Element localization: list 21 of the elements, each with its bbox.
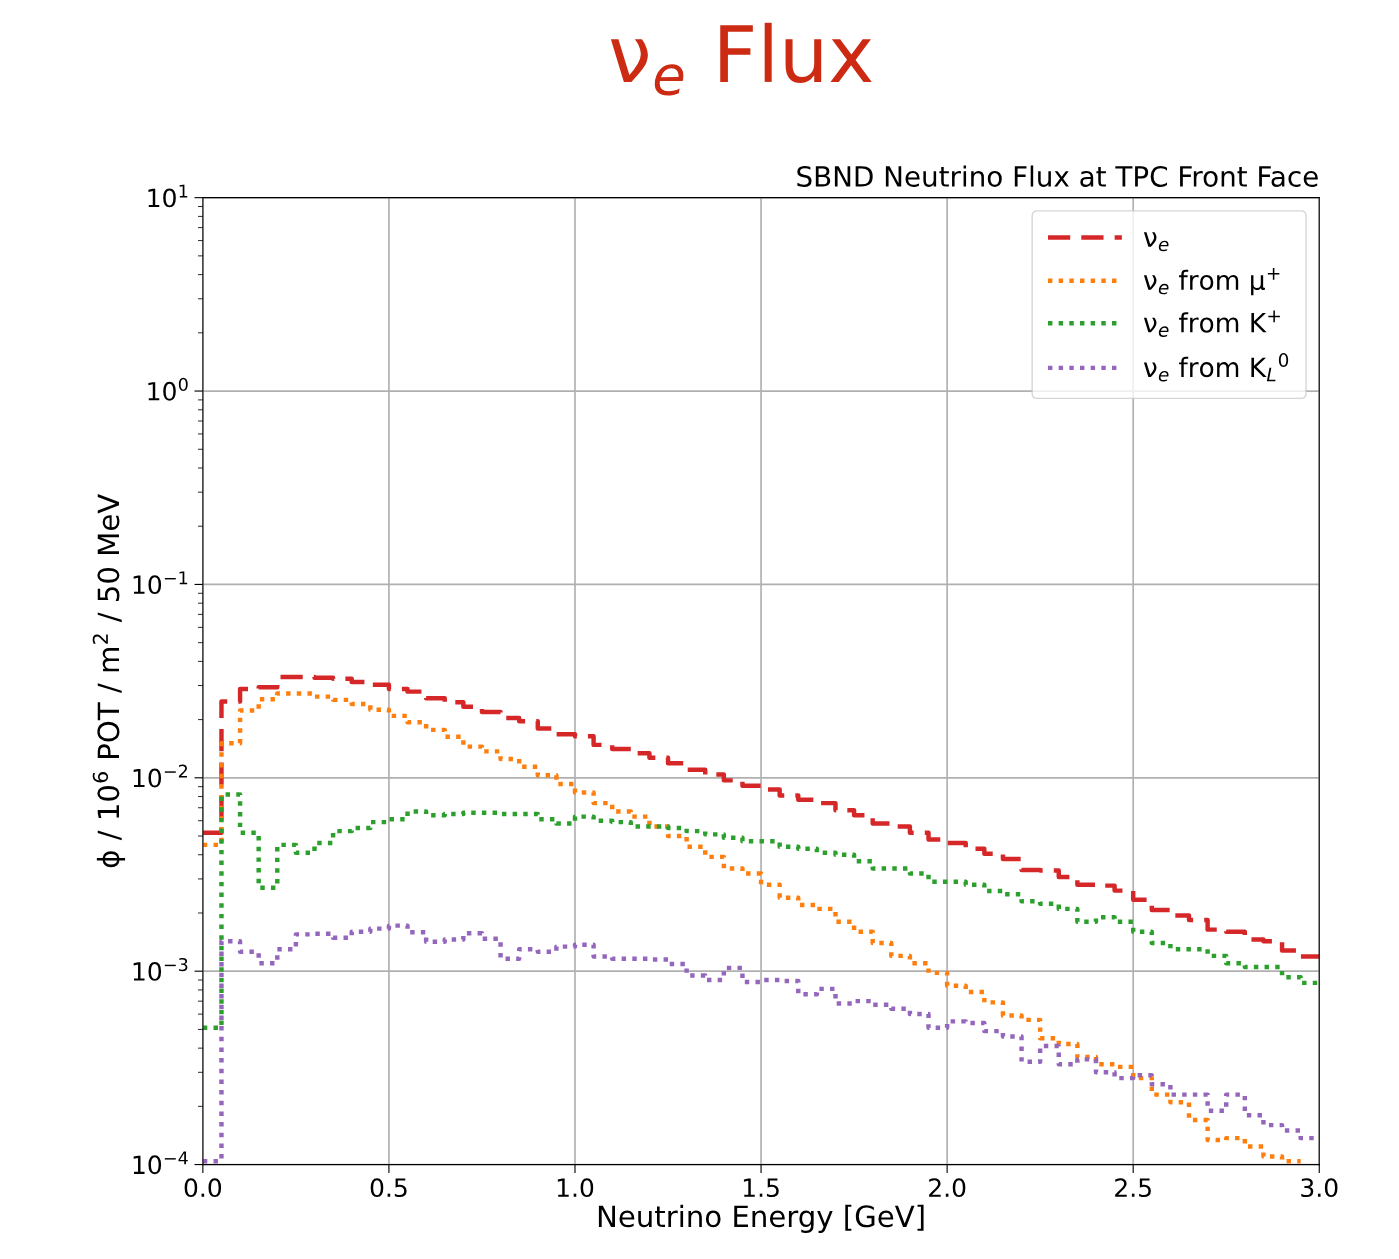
chart-subtitle: SBND Neutrino Flux at TPC Front Face	[797, 165, 1318, 187]
legend-label: ν$_{e}$ from K$^{+}$	[1143, 310, 1280, 337]
x-tick-label: 1.5	[743, 1178, 779, 1198]
y-tick-label: 10$^{−4}$	[133, 1151, 188, 1175]
chart-title: ν$_{e}$ Flux	[610, 22, 872, 96]
y-tick-label: 10$^{−2}$	[133, 764, 188, 788]
x-tick-label: 1.0	[557, 1178, 594, 1198]
y-axis-title: ϕ / 10$^{6}$ POT / m$^{2}$ / 50 MeV	[92, 493, 126, 868]
y-tick-label: 10$^{0}$	[148, 377, 188, 401]
y-tick-label: 10$^{1}$	[148, 184, 188, 208]
x-tick-label: 0.0	[184, 1178, 222, 1198]
y-tick-label: 10$^{−3}$	[133, 957, 188, 981]
legend-label: ν$_{e}$	[1143, 232, 1169, 252]
legend-label: ν$_{e}$ from K$_{L}$$^{0}$	[1143, 353, 1289, 382]
x-tick-label: 3.0	[1301, 1178, 1338, 1198]
y-tick-label: 10$^{−1}$	[133, 571, 188, 595]
legend-label: ν$_{e}$ from μ$^{+}$	[1143, 268, 1280, 296]
x-tick-label: 0.5	[370, 1178, 407, 1198]
x-tick-label: 2.5	[1115, 1178, 1151, 1198]
x-axis-title: Neutrino Energy [GeV]	[598, 1204, 924, 1233]
x-tick-label: 2.0	[929, 1178, 966, 1198]
